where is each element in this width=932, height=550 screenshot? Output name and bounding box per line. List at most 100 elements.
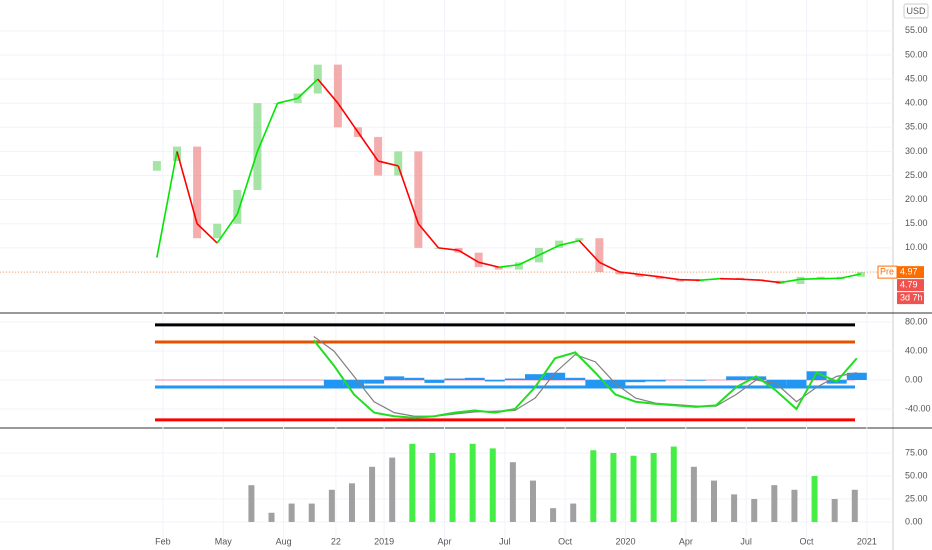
badge-label: 4.79	[900, 279, 918, 289]
bar	[690, 466, 697, 522]
histogram-bar	[444, 378, 465, 380]
bar	[469, 443, 476, 522]
candle	[575, 238, 584, 241]
candle	[796, 276, 805, 285]
bar	[590, 450, 597, 522]
candle	[514, 262, 523, 270]
moving-average	[518, 254, 540, 266]
histogram-bar	[565, 377, 586, 380]
y-tick-label: 25.00	[905, 493, 928, 503]
histogram-bar	[645, 379, 666, 382]
currency-box[interactable]	[903, 3, 929, 19]
moving-average	[317, 78, 339, 104]
bar	[348, 483, 355, 522]
y-tick-label: 10.00	[905, 242, 928, 252]
candle	[374, 136, 383, 176]
candle	[233, 189, 242, 224]
moving-average	[558, 239, 580, 247]
bar	[550, 508, 557, 522]
histogram-bar	[464, 377, 485, 380]
bar	[328, 489, 335, 522]
bar	[811, 475, 818, 522]
y-tick-label: 50.00	[905, 49, 928, 59]
y-tick-label: 30.00	[905, 146, 928, 156]
bar	[791, 489, 798, 522]
candle	[494, 267, 503, 270]
moving-average	[458, 249, 480, 264]
x-tick-label: Aug	[276, 536, 292, 546]
y-tick-label: -40.00	[905, 403, 931, 413]
moving-average	[840, 273, 861, 280]
histogram-bar	[323, 379, 344, 388]
bar	[449, 452, 456, 522]
bar	[610, 452, 617, 522]
bar	[489, 448, 496, 522]
y-tick-label: 80.00	[905, 316, 928, 326]
y-tick-label: 50.00	[905, 470, 928, 480]
bar	[409, 443, 416, 522]
moving-average	[498, 263, 520, 268]
bar	[389, 457, 396, 522]
histogram-bar	[484, 379, 505, 382]
histogram-bar	[364, 379, 385, 384]
y-tick-label: 0.00	[905, 516, 923, 526]
moving-average	[538, 244, 560, 256]
moving-average	[196, 223, 218, 244]
x-tick-label: Jul	[499, 536, 511, 546]
candle	[253, 103, 262, 190]
badge-label: 4.97	[900, 266, 918, 276]
x-tick-label: 22	[331, 536, 341, 546]
x-tick-label: Jul	[740, 536, 752, 546]
y-tick-label: 20.00	[905, 194, 928, 204]
bar	[308, 503, 315, 522]
x-tick-label: Oct	[800, 536, 815, 546]
candle	[655, 276, 664, 280]
histogram-bar	[524, 374, 545, 380]
bar	[429, 452, 436, 522]
candle	[555, 240, 564, 248]
y-tick-label: 35.00	[905, 122, 928, 132]
histogram-bar	[504, 378, 525, 380]
badge-label: 3d 7h	[900, 292, 923, 302]
histogram-bar	[766, 379, 787, 386]
y-tick-label: 55.00	[905, 25, 928, 35]
x-tick-label: 2021	[857, 536, 877, 546]
histogram-bar	[726, 376, 747, 380]
moving-average	[256, 102, 279, 152]
bar	[851, 489, 858, 522]
y-tick-label: 75.00	[905, 447, 928, 457]
x-tick-label: 2020	[615, 536, 635, 546]
bar	[710, 480, 717, 522]
candle	[615, 271, 624, 275]
moving-average	[599, 261, 620, 273]
moving-average	[639, 273, 660, 278]
bar	[751, 498, 758, 522]
candle	[474, 252, 483, 268]
histogram-bar	[786, 379, 807, 388]
histogram-bar	[746, 376, 767, 380]
bar	[369, 466, 376, 522]
moving-average	[438, 247, 459, 252]
moving-average	[236, 151, 259, 215]
candle	[716, 277, 725, 280]
moving-average	[377, 160, 399, 167]
candle	[213, 223, 222, 239]
moving-average	[659, 276, 680, 281]
y-tick-label: 25.00	[905, 170, 928, 180]
bar	[831, 498, 838, 522]
candle	[333, 64, 342, 128]
moving-average	[417, 223, 440, 249]
histogram-bar	[424, 379, 445, 383]
x-tick-label: Apr	[679, 536, 693, 546]
bar	[670, 446, 677, 522]
y-tick-label: 40.00	[905, 345, 928, 355]
x-tick-label: 2019	[374, 536, 394, 546]
moving-average	[216, 213, 238, 244]
moving-average	[176, 151, 198, 224]
moving-average	[740, 278, 761, 281]
candle	[152, 161, 161, 171]
histogram-bar	[685, 379, 706, 381]
bar	[529, 480, 536, 522]
